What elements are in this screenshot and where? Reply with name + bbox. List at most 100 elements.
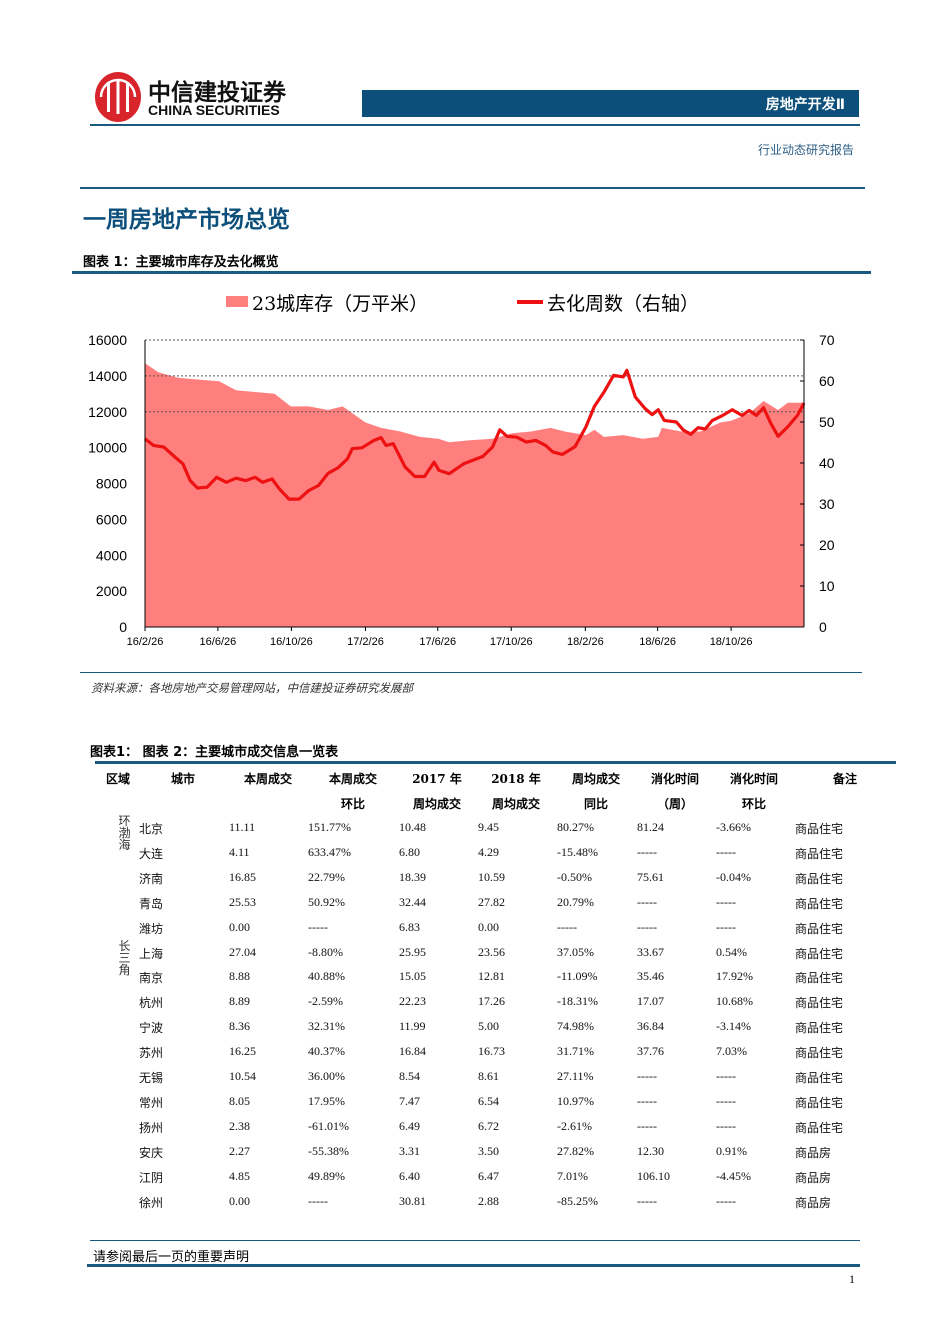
legend-label-inventory: 23城库存（万平米）	[252, 293, 428, 315]
table-cell: 6.40	[399, 1168, 420, 1183]
y-left-tick-label: 14000	[88, 368, 127, 384]
figure1-title: 图表 1：主要城市库存及去化概览	[83, 255, 279, 270]
table-cell: -0.50%	[557, 869, 592, 884]
table-cell: 8.36	[229, 1019, 250, 1034]
city-name: 大连	[139, 846, 164, 861]
table-cell: 0.91%	[716, 1143, 747, 1158]
table-cell: 2.27	[229, 1143, 250, 1158]
table-cell: 17.26	[478, 994, 505, 1009]
table-cell: -----	[716, 919, 736, 934]
city-name: 潍坊	[139, 921, 164, 936]
table-cell: 6.83	[399, 919, 420, 934]
table-cell: 商品房	[795, 1170, 832, 1185]
x-tick-label: 17/10/26	[490, 636, 533, 648]
y-left-tick-label: 4000	[96, 547, 127, 563]
table-cell: 20.79%	[557, 894, 594, 909]
logo-emblem	[95, 72, 141, 122]
table-cell: 15.05	[399, 969, 426, 984]
column-header: 2017 年	[412, 772, 462, 786]
x-tick-label: 17/2/26	[347, 636, 384, 648]
table-cell: 27.04	[229, 944, 256, 959]
table-cell: 7.47	[399, 1093, 420, 1108]
table-cell: -----	[637, 1193, 657, 1208]
table-cell: 12.81	[478, 969, 505, 984]
table-cell: -11.09%	[557, 969, 598, 984]
table-cell: 16.73	[478, 1044, 505, 1059]
city-name: 苏州	[139, 1046, 164, 1061]
column-header-sub: 环比	[340, 797, 366, 811]
table-cell: 27.82	[478, 894, 505, 909]
table-cell: -2.59%	[308, 994, 343, 1009]
table-cell: 0.00	[478, 919, 499, 934]
table-cell: 商品住宅	[795, 1120, 844, 1135]
table-cell: -18.31%	[557, 994, 598, 1009]
x-tick-label: 16/6/26	[200, 636, 237, 648]
table-cell: 32.44	[399, 894, 426, 909]
table-cell: 3.31	[399, 1143, 420, 1158]
legend-swatch-inventory	[226, 296, 248, 307]
table-cell: -61.01%	[308, 1118, 349, 1133]
column-header: 周均成交	[571, 772, 621, 786]
table-cell: -----	[716, 1093, 736, 1108]
legend-swatch-weeks	[517, 300, 543, 304]
table-cell: 18.39	[399, 869, 426, 884]
chart-legend: 23城库存（万平米） 去化周数（右轴）	[226, 293, 699, 315]
y-left-tick-label: 6000	[96, 511, 127, 527]
table-cell: 8.54	[399, 1069, 420, 1083]
y-left-tick-label: 0	[119, 619, 127, 635]
logo-text-cn: 中信建投证券	[148, 80, 286, 106]
table-cell: 4.29	[478, 844, 499, 859]
table-cell: -----	[637, 1093, 657, 1108]
legend-label-weeks: 去化周数（右轴）	[547, 293, 699, 315]
logo-text-en: CHINA SECURITIES	[148, 102, 280, 118]
table-cell: 12.30	[637, 1143, 664, 1158]
city-name: 上海	[139, 946, 164, 961]
table-cell: 商品住宅	[795, 1095, 844, 1110]
city-name: 宁波	[139, 1021, 164, 1036]
table-cell: 商品住宅	[795, 896, 844, 911]
y-right-tick-label: 60	[819, 373, 835, 389]
y-left-tick-label: 2000	[96, 583, 127, 599]
column-header-sub: （周）	[656, 797, 694, 811]
table-cell: -----	[716, 1118, 736, 1133]
column-header: 区域	[105, 772, 131, 786]
table-cell: 81.24	[637, 820, 664, 834]
footer-divider-bottom	[87, 1264, 860, 1267]
table-cell: 11.99	[399, 1019, 426, 1034]
table-cell: 633.47%	[308, 844, 351, 859]
table-cell: -3.14%	[716, 1019, 751, 1034]
city-name: 杭州	[139, 996, 164, 1011]
table-cell: 9.45	[478, 820, 499, 834]
table-cell: 16.85	[229, 869, 256, 884]
table-cell: 30.81	[399, 1193, 426, 1208]
table-cell: 0.00	[229, 1193, 250, 1208]
table-cell: 0.54%	[716, 944, 747, 959]
inventory-area	[145, 363, 804, 627]
table-cell: 10.54	[229, 1069, 256, 1083]
city-name: 北京	[139, 822, 164, 836]
table-cell: 6.54	[478, 1093, 499, 1108]
footer-divider-top	[90, 1240, 860, 1241]
table-cell: 50.92%	[308, 894, 345, 909]
column-header: 2018 年	[491, 772, 541, 786]
table-cell: 6.72	[478, 1118, 499, 1133]
table-cell: 3.50	[478, 1143, 499, 1158]
table-cell: -55.38%	[308, 1143, 349, 1158]
table-cell: 31.71%	[557, 1044, 594, 1059]
table-cell: -----	[308, 919, 328, 934]
figure1-source: 资料来源：各地房地产交易管理网站，中信建投证券研究发展部	[91, 681, 413, 695]
table-cell: -0.04%	[716, 869, 751, 884]
header-divider	[90, 124, 860, 126]
inventory-chart: 23城库存（万平米） 去化周数（右轴） 02000400060008000100…	[88, 293, 835, 648]
table-cell: 商品住宅	[795, 846, 844, 861]
source-divider	[80, 672, 862, 673]
table-cell: 106.10	[637, 1168, 670, 1183]
table-cell: 商品住宅	[795, 871, 844, 886]
weeks-line	[144, 368, 806, 501]
table-cell: -8.80%	[308, 944, 343, 959]
region-label: 长三角	[118, 939, 131, 977]
table-cell: 25.53	[229, 894, 256, 909]
table-cell: -----	[716, 1193, 736, 1208]
table-cell: 8.88	[229, 969, 250, 984]
logo-emblem-icon	[99, 78, 137, 114]
